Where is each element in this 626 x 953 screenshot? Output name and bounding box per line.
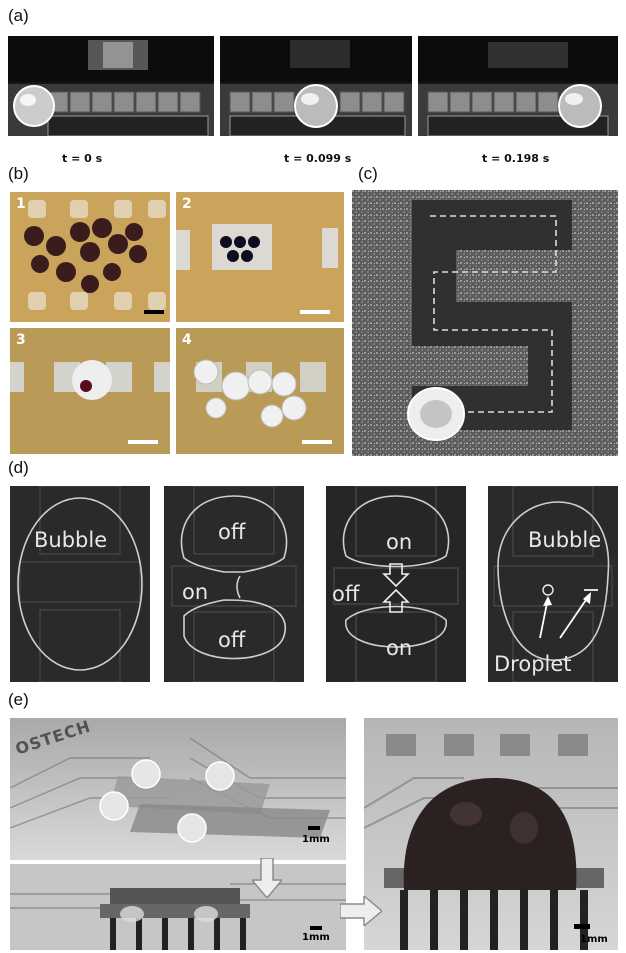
subpanel-4-number: 4 [182,332,192,348]
frame-4-bubble-label: Bubble [528,528,602,552]
down-arrow-icon [250,857,284,900]
panel-a-frame-3 [418,36,618,136]
panel-d-frame-4 [488,486,618,682]
panel-e-photo-right [364,718,618,950]
panel-b-photo-3 [10,328,170,454]
frame-2-top-state: off [218,520,246,544]
panel-b-label: (b) [8,164,29,183]
panel-b-photo-2 [176,192,344,322]
time-label-2: t = 0.099 s [284,152,352,165]
panel-b-photo-1 [10,192,170,322]
panel-e-label: (e) [8,690,29,709]
frame-2-bottom-state: off [218,628,246,652]
frame-2-left-state: on [182,580,209,604]
frame-4-droplet-label: Droplet [494,652,572,676]
panel-b-photo-4 [176,328,344,454]
panel-a-label: (a) [8,6,29,25]
panel-a-frame-1 [8,36,214,136]
frame-3-left-state: off [332,582,360,606]
time-label-1: t = 0 s [62,152,103,165]
subpanel-2-number: 2 [182,196,192,212]
panel-c-label: (c) [358,164,378,183]
panel-d-frame-1 [10,486,150,682]
panel-a-frame-2 [220,36,412,136]
scale-bar-label-2: 1mm [302,932,330,943]
frame-3-top-state: on [386,530,413,554]
panel-d-frame-3 [326,486,466,682]
panel-e-photo-top [10,718,346,860]
panel-c-photo [352,190,618,456]
scale-bar-label-1: 1mm [302,834,330,845]
time-label-3: t = 0.198 s [482,152,550,165]
right-arrow-icon [339,894,384,928]
frame-1-bubble-label: Bubble [34,528,108,552]
frame-3-bottom-state: on [386,636,413,660]
scale-bar-label-3: 1mm [580,934,608,945]
subpanel-1-number: 1 [16,196,26,212]
subpanel-3-number: 3 [16,332,26,348]
panel-d-frame-2 [164,486,304,682]
panel-e-photo-bottom [10,864,346,950]
panel-d-label: (d) [8,458,29,477]
